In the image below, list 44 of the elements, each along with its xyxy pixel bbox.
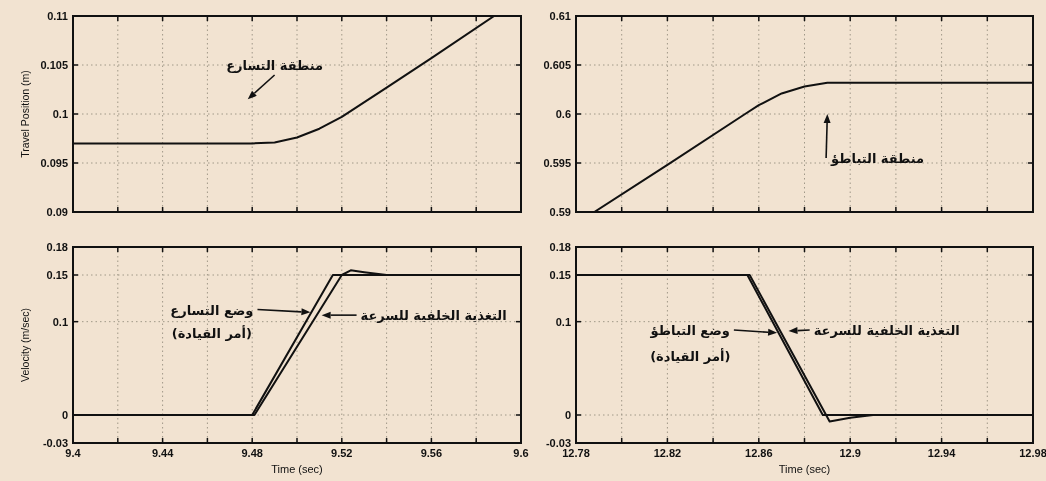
annotation: منطقة التباطؤ — [830, 151, 925, 167]
y-tick-label: 0.1 — [555, 315, 571, 328]
y-tick-label: -0.03 — [545, 437, 571, 449]
y-tick-label: 0 — [61, 409, 68, 421]
annotation: (أمر القيادة) — [171, 324, 252, 341]
x-tick-label: 9.6 — [513, 447, 529, 459]
y-tick-label: 0.6 — [555, 108, 571, 120]
x-axis-title: Time (sec) — [778, 463, 831, 475]
annotation: وضع التسارع — [170, 302, 254, 318]
y-axis-title: Velocity (m/sec) — [19, 307, 31, 383]
y-tick-label: 0.09 — [46, 206, 68, 218]
x-tick-label: 12.86 — [745, 447, 773, 459]
y-tick-label: 0.595 — [543, 157, 571, 169]
y-tick-label: 0.605 — [543, 59, 571, 71]
y-tick-label: 0.1 — [52, 108, 68, 120]
annotation: وضع التباطؤ — [649, 323, 730, 339]
y-tick-label: 0.61 — [549, 10, 571, 22]
annotation: منطقة التسارع — [226, 58, 324, 73]
annotation: (أمر القيادة) — [650, 348, 731, 365]
x-tick-label: 12.82 — [653, 447, 682, 459]
x-tick-label: 12.94 — [927, 447, 957, 459]
y-tick-label: 0.095 — [40, 157, 68, 169]
y-tick-label: 0.18 — [46, 241, 68, 253]
y-tick-label: 0.105 — [40, 59, 68, 71]
x-tick-label: 12.98 — [1019, 447, 1046, 459]
y-tick-label: 0.59 — [549, 206, 571, 218]
annotation: التغذية الخلفية للسرعة — [360, 308, 507, 324]
x-tick-label: 9.48 — [241, 447, 263, 459]
x-tick-label: 9.52 — [331, 447, 353, 459]
y-tick-label: 0.1 — [52, 315, 68, 328]
y-tick-label: 0.18 — [549, 241, 571, 253]
x-tick-label: 12.78 — [562, 447, 590, 459]
x-tick-label: 9.4 — [65, 447, 82, 459]
x-tick-label: 9.44 — [151, 447, 175, 459]
y-tick-label: 0.11 — [47, 10, 68, 22]
x-tick-label: 9.56 — [420, 447, 443, 459]
annotation: التغذية الخلفية للسرعة — [813, 323, 960, 339]
y-tick-label: 0 — [564, 409, 571, 421]
x-axis-title: Time (sec) — [271, 463, 323, 475]
y-tick-label: 0.15 — [549, 269, 571, 281]
y-tick-label: -0.03 — [42, 437, 68, 449]
y-tick-label: 0.15 — [46, 269, 68, 281]
x-tick-label: 12.9 — [839, 447, 861, 459]
y-axis-title: Travel Position (m) — [19, 70, 31, 158]
